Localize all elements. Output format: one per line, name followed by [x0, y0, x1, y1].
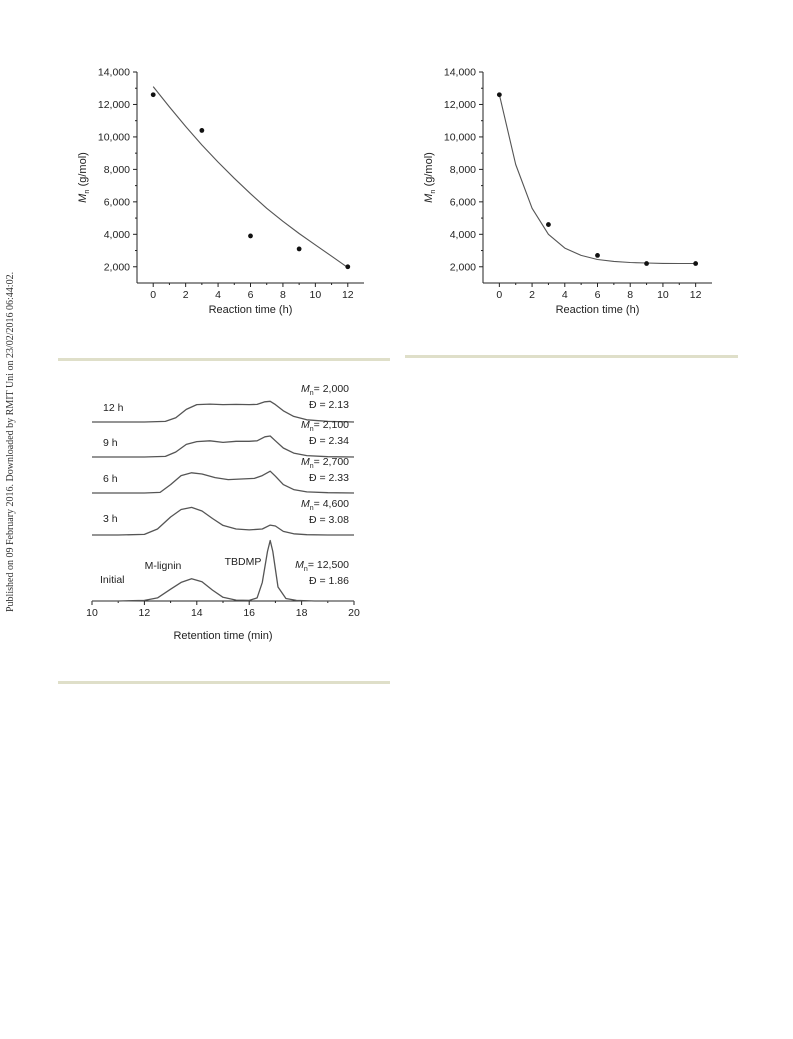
gpc-dispersity-label: Đ = 2.13	[309, 399, 349, 411]
gpc-peak-label-tbdmp: TBDMP	[225, 556, 262, 568]
chart-b-data-point	[693, 261, 699, 266]
gpc-mn-label: Mn= 4,600	[301, 498, 349, 512]
chart-a-xtick-label: 2	[183, 289, 189, 301]
chart-a-ytick-label: 12,000	[98, 99, 130, 111]
gpc-trace-label: Initial	[100, 574, 125, 586]
gpc-trace-line	[92, 539, 354, 602]
chart-c-xtick-label: 16	[243, 607, 255, 619]
chart-c-xtick-label: 10	[86, 607, 98, 619]
chart-b-ytick-label: 4,000	[450, 229, 476, 241]
chart-a-xtick-label: 12	[342, 289, 354, 301]
chart-b-xtick-label: 10	[657, 289, 669, 301]
chart-a-ytick-label: 2,000	[104, 261, 130, 273]
gpc-peak-label-mlignin: M-lignin	[145, 560, 182, 572]
chart-a-data-point	[199, 128, 205, 133]
chart-a-data-point	[150, 92, 156, 98]
chart-b-data-point	[546, 222, 551, 227]
gpc-mn-label: Mn= 2,100	[301, 419, 349, 433]
chart-a-ylabel: Mn (g/mol)	[77, 152, 91, 203]
gpc-dispersity-label: Đ = 1.86	[309, 575, 349, 587]
divider-left-bottom	[58, 681, 390, 684]
chart-b-data-point	[644, 261, 649, 266]
gpc-trace-line	[92, 470, 355, 494]
gpc-dispersity-label: Đ = 2.34	[309, 435, 349, 447]
chart-b-ytick-label: 12,000	[444, 99, 476, 111]
gpc-trace-label: 12 h	[103, 402, 124, 414]
divider-left-top	[58, 358, 390, 361]
chart-b-fit-curve	[498, 94, 696, 265]
chart-a-xtick-label: 6	[248, 289, 254, 301]
chart-b-ytick-label: 2,000	[450, 261, 476, 273]
chart-a-data-point	[345, 264, 351, 270]
chart-b-data-point	[496, 92, 502, 98]
chart-b-xtick-label: 2	[529, 289, 535, 301]
chart-c-xtick-label: 12	[139, 607, 151, 619]
chart-a-ytick-label: 8,000	[104, 164, 130, 176]
chart-b-data-point	[595, 253, 600, 258]
gpc-dispersity-label: Đ = 2.33	[309, 472, 349, 484]
chart-a-xlabel: Reaction time (h)	[209, 304, 293, 316]
chart-a-ytick-label: 4,000	[104, 229, 130, 241]
chart-c-xtick-label: 18	[296, 607, 308, 619]
chart-a-xtick-label: 4	[215, 289, 221, 301]
chart-b-xtick-label: 0	[496, 289, 502, 301]
chart-b-ytick-label: 6,000	[450, 196, 476, 208]
gpc-trace-label: 9 h	[103, 437, 118, 449]
gpc-trace-line	[92, 400, 355, 423]
chart-a-data-point	[248, 233, 253, 239]
chart-c-xtick-label: 20	[348, 607, 360, 619]
chart-a-xtick-label: 8	[280, 289, 286, 301]
chart-a-ytick-label: 10,000	[98, 131, 130, 143]
chart-b-ytick-label: 8,000	[450, 164, 476, 176]
chart-a-ytick-label: 14,000	[98, 67, 130, 79]
gpc-trace-label: 3 h	[103, 513, 118, 525]
chart-a-ytick-label: 6,000	[104, 196, 130, 208]
chart-b-xtick-label: 8	[627, 289, 633, 301]
chart-c-xlabel: Retention time (min)	[173, 630, 272, 642]
gpc-trace-line	[92, 435, 355, 458]
gpc-trace-label: 6 h	[103, 473, 118, 485]
chart-b-ylabel: Mn (g/mol)	[423, 152, 437, 203]
gpc-trace-line	[92, 506, 354, 536]
chart-a-fit-curve	[152, 86, 349, 269]
chart-b-ytick-label: 10,000	[444, 131, 476, 143]
chart-b-xlabel: Reaction time (h)	[556, 304, 640, 316]
chart-b-xtick-label: 6	[595, 289, 601, 301]
chart-a-xtick-label: 10	[310, 289, 322, 301]
gpc-mn-label: Mn= 12,500	[295, 559, 349, 573]
chart-b-xtick-label: 12	[690, 289, 702, 301]
chart-b-ytick-label: 14,000	[444, 67, 476, 79]
chart-c-xtick-label: 14	[191, 607, 203, 619]
chart-a-data-point	[296, 246, 302, 252]
divider-right-top	[405, 355, 738, 358]
gpc-mn-label: Mn= 2,000	[301, 383, 349, 397]
chart-b-xtick-label: 4	[562, 289, 568, 301]
gpc-dispersity-label: Đ = 3.08	[309, 514, 349, 526]
chart-a-xtick-label: 0	[150, 289, 156, 301]
gpc-mn-label: Mn= 2,700	[301, 456, 349, 470]
